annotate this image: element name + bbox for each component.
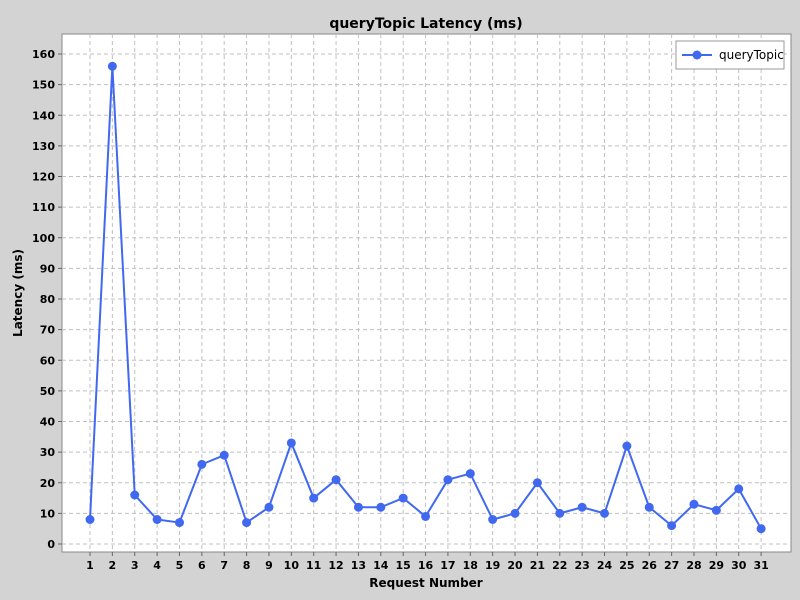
x-tick-label: 22 [552,559,567,572]
legend-label: queryTopic [719,48,784,62]
x-tick-label: 5 [176,559,184,572]
y-tick-label: 30 [40,446,56,459]
y-tick-label: 140 [32,109,55,122]
data-point [286,438,296,448]
grid-lines [62,34,791,552]
x-tick-label: 12 [328,559,343,572]
x-tick-label: 11 [306,559,321,572]
series-querytopic [85,61,766,534]
data-point [734,484,744,494]
x-tick-label: 26 [642,559,658,572]
x-tick-label: 23 [574,559,589,572]
data-point [488,515,498,524]
y-axis-ticks: 0 10 20 30 40 50 60 70 80 90 100 110 120 130 140 150 160 [32,48,62,551]
x-tick-label: 24 [597,559,613,572]
data-point [219,450,229,460]
y-tick-label: 160 [32,48,55,61]
data-point [309,493,319,503]
x-tick-label: 10 [284,559,300,572]
data-point [532,478,542,488]
legend: queryTopic [675,40,785,70]
x-tick-label: 14 [373,559,389,572]
y-tick-label: 70 [40,324,56,337]
y-tick-label: 130 [32,140,55,153]
y-tick-label: 80 [40,293,56,306]
x-tick-label: 13 [351,559,366,572]
x-axis-label: Request Number [369,576,483,590]
data-point [197,459,207,469]
data-point [242,518,252,528]
x-tick-label: 9 [265,559,273,572]
data-point [398,493,408,503]
x-tick-label: 8 [243,559,251,572]
data-point [174,518,184,528]
y-tick-label: 50 [40,385,56,398]
x-tick-label: 27 [664,559,679,572]
data-point [353,502,363,512]
legend-box [675,40,785,70]
x-tick-label: 7 [220,559,228,572]
data-point [689,499,699,509]
y-tick-label: 20 [40,477,56,490]
y-tick-label: 90 [40,262,56,275]
y-tick-label: 100 [32,232,55,245]
x-tick-label: 21 [530,559,545,572]
plot-area [61,33,792,553]
chart-title: queryTopic Latency (ms) [329,16,522,32]
x-tick-label: 28 [686,559,701,572]
x-axis-ticks: 1 2 3 4 5 6 7 8 9 10 11 12 13 14 15 16 17 18 19 20 21 22 23 24 2… [86,552,769,572]
x-tick-label: 31 [753,559,768,572]
data-point [555,508,565,518]
data-point [107,61,117,71]
x-tick-label: 16 [418,559,434,572]
x-tick-label: 4 [153,559,161,572]
x-tick-label: 19 [485,559,500,572]
data-point [152,515,162,524]
data-point [622,441,632,451]
data-point [85,515,95,524]
y-tick-label: 150 [32,79,55,92]
x-tick-label: 3 [131,559,139,572]
legend-marker [692,50,702,60]
data-point [443,475,453,485]
x-tick-label: 1 [86,559,94,572]
y-tick-label: 0 [47,538,55,551]
x-tick-label: 17 [440,559,455,572]
y-tick-label: 110 [32,201,55,214]
data-point [711,505,721,515]
data-point [577,502,587,512]
y-axis-label: Latency (ms) [11,249,25,337]
data-point [756,524,766,534]
x-tick-label: 18 [463,559,478,572]
x-tick-label: 15 [396,559,411,572]
y-tick-label: 120 [32,171,55,184]
x-tick-label: 25 [619,559,634,572]
data-point [600,508,610,518]
x-tick-label: 20 [507,559,523,572]
data-point [376,502,386,512]
x-tick-label: 6 [198,559,206,572]
data-point [421,511,431,521]
data-point [644,502,654,512]
y-tick-label: 10 [40,507,56,520]
y-tick-label: 40 [40,416,56,429]
x-tick-label: 2 [109,559,117,572]
x-tick-label: 30 [731,559,747,572]
data-point [264,502,274,512]
data-point [331,475,341,485]
data-point [510,508,520,518]
data-point [130,490,140,500]
x-tick-label: 29 [709,559,724,572]
data-point [667,521,677,531]
data-point [465,469,475,479]
y-tick-label: 60 [40,354,56,367]
